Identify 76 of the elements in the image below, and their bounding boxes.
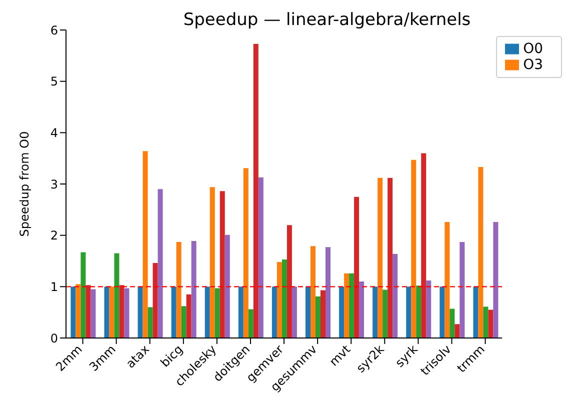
bar: [483, 306, 488, 338]
bar: [243, 168, 248, 338]
y-tick-label: 1: [50, 280, 58, 294]
bar: [488, 310, 494, 338]
bar: [310, 246, 316, 338]
bar: [142, 151, 148, 338]
bar: [220, 191, 225, 338]
bar: [90, 289, 96, 338]
bar: [349, 273, 354, 338]
y-axis-title: Speedup from O0: [17, 131, 32, 237]
bar: [248, 309, 254, 338]
bar: [70, 286, 76, 338]
bar: [80, 252, 86, 338]
bar: [354, 196, 360, 338]
bar: [339, 286, 344, 338]
bar: [306, 286, 310, 338]
bar: [426, 280, 432, 338]
bar: [138, 286, 143, 338]
bar: [171, 286, 176, 338]
y-tick-label: 6: [50, 23, 58, 38]
bar: [473, 286, 478, 338]
bar: [176, 242, 182, 338]
bar: [210, 187, 215, 338]
bar: [406, 286, 412, 338]
bar: [272, 286, 277, 338]
bar: [421, 153, 426, 338]
bar: [258, 177, 264, 338]
bar: [119, 285, 124, 338]
bar: [109, 286, 114, 338]
y-tick-label: 5: [50, 74, 58, 89]
bar: [493, 222, 498, 338]
bar: [152, 263, 158, 338]
y-tick-label: 0: [50, 331, 58, 346]
bar: [76, 284, 81, 338]
bar: [440, 286, 445, 338]
bar: [124, 288, 130, 338]
bar: [416, 286, 422, 338]
bar: [478, 167, 484, 338]
bar: [444, 222, 450, 338]
y-tick-label: 3: [50, 177, 58, 192]
bar: [378, 178, 383, 338]
bar: [372, 286, 378, 338]
bar: [181, 306, 186, 338]
y-tick-label: 2: [50, 228, 58, 243]
bar: [388, 178, 393, 338]
bar: [286, 225, 292, 338]
bar: [186, 294, 192, 338]
bar: [158, 189, 163, 338]
bar: [326, 247, 330, 338]
bar: [382, 290, 388, 338]
legend-label: O0: [523, 41, 543, 57]
bar: [276, 262, 282, 338]
bar: [191, 240, 196, 338]
y-tick-label: 4: [50, 126, 58, 140]
bar: [214, 288, 220, 338]
bar: [460, 242, 465, 338]
bar: [253, 44, 258, 338]
legend-label: O3: [523, 57, 543, 73]
bar: [320, 290, 326, 338]
bar: [114, 253, 120, 338]
bar: [204, 286, 210, 338]
bar: [392, 254, 398, 338]
bar: [238, 286, 244, 338]
bar: [454, 324, 460, 338]
bar: [316, 296, 320, 338]
bar: [104, 286, 110, 338]
bar: [148, 307, 153, 338]
chart-title: Speedup — linear-algebra/kernels: [182, 10, 472, 30]
bar: [450, 308, 455, 338]
bar: [86, 285, 91, 338]
bar: [359, 282, 364, 338]
bar: [282, 259, 287, 338]
bar: [344, 273, 350, 338]
bar: [411, 160, 416, 338]
bar: [292, 286, 297, 338]
bar: [224, 234, 230, 338]
